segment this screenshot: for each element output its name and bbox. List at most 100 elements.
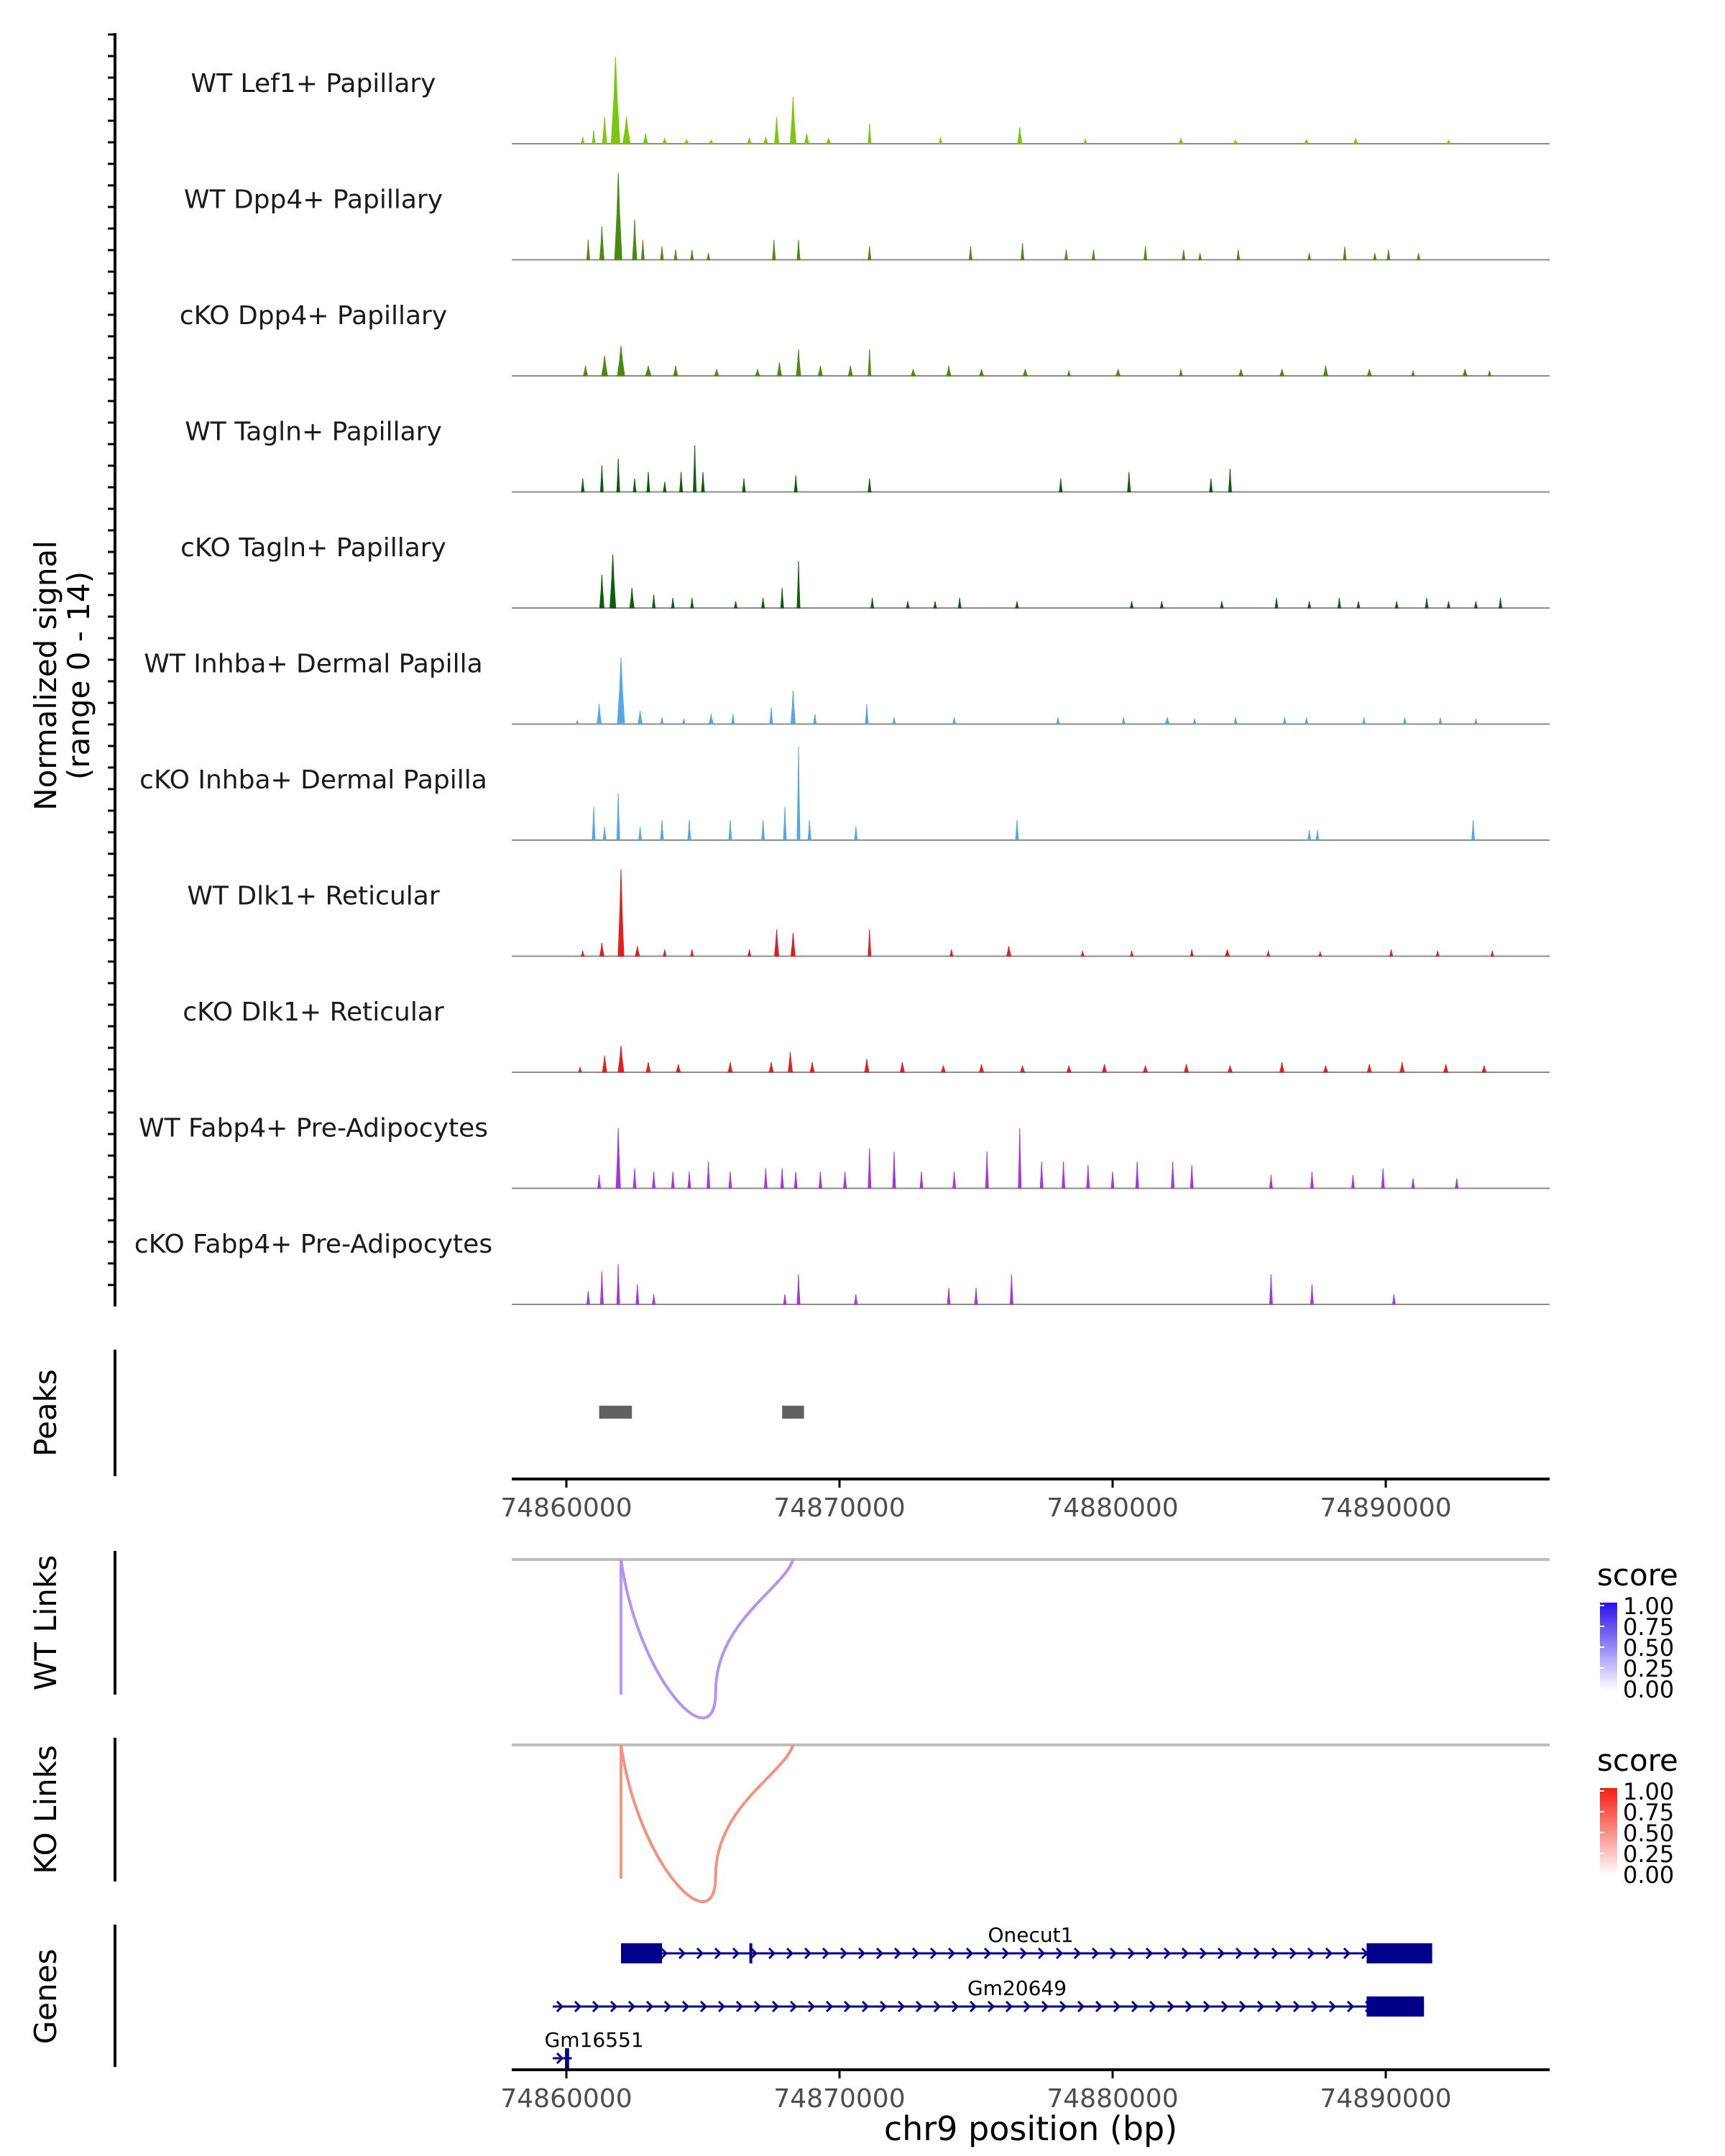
coverage-peak [599, 1271, 604, 1305]
coverage-peak [1135, 1161, 1139, 1189]
legend-tick-label: 0.50 [1623, 1820, 1674, 1847]
coverage-peak [938, 137, 943, 144]
gene-models: Onecut1 Gm20649 Gm16551 [545, 1923, 1432, 2068]
coverage-peak [789, 96, 796, 144]
gene-model: Onecut1 [621, 1923, 1432, 1963]
coverage-peak [1006, 946, 1012, 957]
strand-arrow [804, 1947, 812, 1960]
strand-arrow [843, 2000, 852, 2013]
coverage-range-label: (range 0 - 14) [61, 571, 96, 780]
strand-arrow [681, 2000, 690, 2013]
coverage-peak [1373, 253, 1377, 260]
coverage-peak [772, 239, 776, 260]
strand-arrow [1041, 2000, 1049, 2013]
coverage-peak [1411, 370, 1415, 377]
strand-arrow [699, 2000, 708, 2013]
strand-arrow [1289, 1947, 1297, 1960]
coverage-peak [1443, 1064, 1449, 1073]
strand-arrow [771, 2000, 780, 2013]
legend-tick-label: 0.00 [1623, 1676, 1674, 1703]
strand-arrow [1131, 2000, 1139, 2013]
strand-arrow [1167, 2000, 1175, 2013]
strand-arrow [879, 2000, 888, 2013]
strand-arrow [893, 1947, 902, 1960]
peak-region [782, 1406, 804, 1419]
coverage-peak [660, 246, 664, 260]
coverage-peak [690, 598, 694, 609]
strand-arrow [645, 2000, 654, 2013]
coverage-peak [635, 1284, 640, 1305]
coverage-peak [1402, 717, 1407, 724]
coverage-peak [663, 949, 667, 957]
coverage-peak [1487, 370, 1492, 377]
strand-arrow [1001, 1947, 1010, 1960]
coverage-peak [1178, 137, 1184, 144]
coverage-ylabel: Normalized signal [28, 540, 63, 811]
coverage-peak [1197, 253, 1202, 260]
coverage-peak [1021, 243, 1025, 260]
coverage-peak [742, 478, 746, 492]
coverage-peak [616, 459, 620, 492]
coverage-peak [847, 366, 853, 377]
coverage-peak [610, 57, 620, 144]
strand-arrow [789, 2000, 798, 2013]
legend-tick-label: 0.00 [1623, 1861, 1674, 1889]
coverage-peak [679, 471, 684, 492]
coverage-peak [952, 1171, 957, 1189]
coverage-peak [586, 239, 590, 260]
coverage-peak [652, 1171, 656, 1189]
coverage-peak [783, 806, 787, 841]
coverage-peak [978, 1064, 985, 1073]
coverage-peak [1445, 139, 1452, 144]
coverage-peak [1322, 1065, 1329, 1073]
coverage-peak [582, 366, 589, 377]
coverage-peak [673, 366, 678, 377]
coverage-peak [796, 239, 801, 260]
coverage-peak [706, 253, 711, 260]
strand-arrow [660, 1947, 668, 1960]
strand-arrow [1292, 2000, 1301, 2013]
gene-name-label: Gm20649 [967, 1976, 1067, 2000]
strand-arrow [969, 2000, 978, 2013]
coverage-track: WT Dlk1+ Reticular [187, 869, 1550, 957]
coverage-peak [646, 471, 650, 492]
coverage-peak [1056, 717, 1060, 724]
strand-arrow [717, 2000, 726, 2013]
coverage-peak [614, 172, 622, 260]
coverage-peak [1386, 249, 1391, 260]
ko-legend-title: score [1597, 1743, 1678, 1778]
coverage-peak [645, 1062, 651, 1073]
coverage-track: cKO Fabp4+ Pre-Adipocytes [134, 1230, 1550, 1305]
coverage-peak [1266, 950, 1271, 957]
coverage-peak [681, 718, 686, 724]
ko-score-legend: score 1.000.750.500.250.00 [1597, 1743, 1678, 1889]
coverage-peak [868, 1148, 872, 1189]
gene-model: Gm20649 [553, 1976, 1425, 2017]
strand-arrow [1202, 2000, 1211, 2013]
coverage-peak [652, 1294, 656, 1305]
coverage-peak [780, 588, 784, 609]
track-label: WT Lef1+ Papillary [191, 69, 436, 98]
coverage-peak [1361, 717, 1366, 724]
gene-exon [565, 2048, 569, 2068]
coverage-peak [906, 601, 910, 609]
strand-arrow [1271, 1947, 1279, 1960]
coverage-peak [632, 478, 637, 492]
strand-arrow [1235, 1947, 1243, 1960]
gene-name-label: Onecut1 [988, 1923, 1074, 1947]
track-label: WT Tagln+ Papillary [185, 418, 442, 447]
coverage-peak [615, 1128, 621, 1189]
coverage-peak [1481, 1065, 1487, 1073]
x-axis-top-tick-label: 74870000 [773, 1493, 905, 1523]
coverage-peak [1190, 949, 1194, 957]
coverage-peak [968, 246, 972, 260]
strand-arrow [1149, 2000, 1157, 2013]
coverage-peak [687, 1171, 691, 1189]
coverage-peak [774, 116, 780, 144]
coverage-peak [809, 1062, 815, 1073]
coverage-peak [1228, 468, 1232, 492]
coverage-peak [804, 134, 810, 144]
coverage-peak [663, 482, 667, 492]
peaks-panel: Peaks [28, 1350, 804, 1476]
coverage-peak [1473, 601, 1478, 609]
